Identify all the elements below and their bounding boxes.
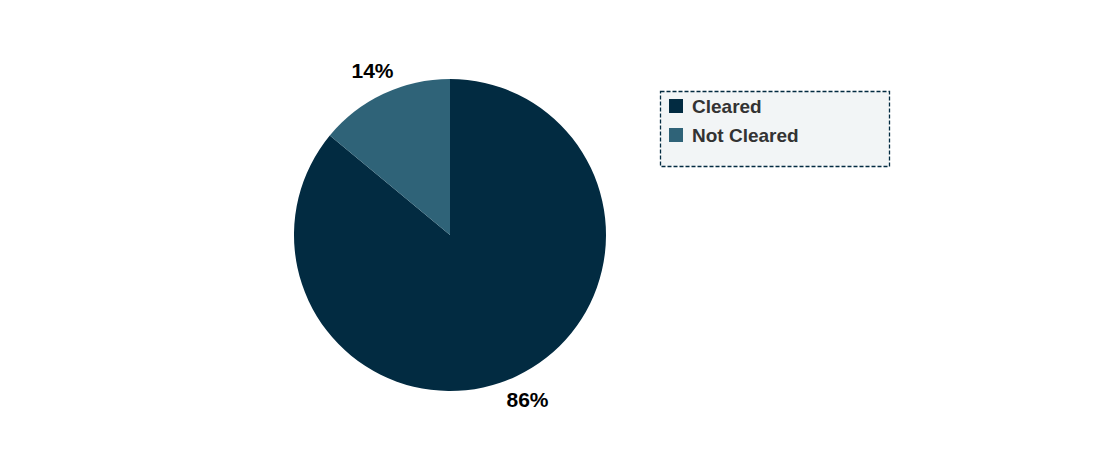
legend-swatch [669, 99, 683, 113]
data-label: 14% [351, 59, 393, 82]
legend-swatch [669, 128, 683, 142]
legend: Cleared Not Cleared [661, 92, 890, 167]
data-label: 86% [506, 388, 548, 411]
legend-box [661, 92, 890, 167]
pie-slice [294, 79, 606, 391]
chart: 86% 14% Cleared Not Cleared [0, 0, 1100, 450]
pie-slice [330, 79, 450, 235]
legend-label: Not Cleared [692, 125, 799, 146]
legend-label: Cleared [692, 96, 762, 117]
data-labels: 86% 14% [351, 59, 548, 411]
slices [294, 79, 606, 391]
